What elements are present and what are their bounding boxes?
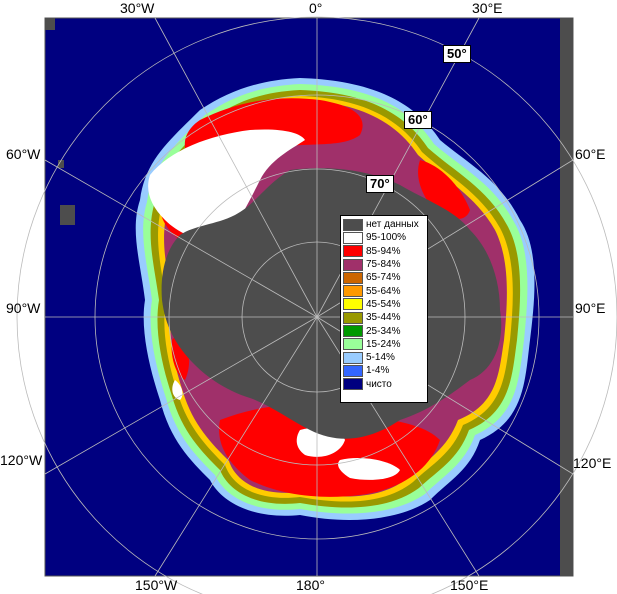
legend-label: чисто — [366, 378, 392, 390]
legend-swatch — [343, 311, 363, 324]
legend-item: 85-94% — [343, 245, 427, 258]
legend-label: 5-14% — [366, 352, 395, 364]
legend-label: 65-74% — [366, 272, 401, 284]
lat-label-70: 70° — [366, 175, 394, 193]
lon-label-top: 30°W — [120, 0, 155, 16]
legend-label: 45-54% — [366, 298, 401, 310]
lon-label-left: 60°W — [6, 146, 41, 162]
legend-item: 45-54% — [343, 298, 427, 311]
legend-item: 35-44% — [343, 311, 427, 324]
legend-label: 75-84% — [366, 259, 401, 271]
legend-swatch — [343, 351, 363, 364]
legend-item: чисто — [343, 378, 427, 391]
lon-label-right: 90°E — [575, 300, 606, 316]
lat-label-50: 50° — [443, 45, 471, 63]
lat-label-60: 60° — [404, 111, 432, 129]
lon-label-top: 30°E — [472, 0, 503, 16]
legend-swatch — [343, 258, 363, 271]
legend-item: 1-4% — [343, 364, 427, 377]
lon-label-bottom: 150°E — [450, 577, 489, 593]
lon-label-top: 0° — [309, 0, 323, 16]
legend-swatch — [343, 325, 363, 338]
lon-label-left: 90°W — [6, 300, 41, 316]
legend-swatch — [343, 245, 363, 258]
legend-item: 75-84% — [343, 258, 427, 271]
legend-item: нет данных — [343, 218, 427, 231]
legend-swatch — [343, 364, 363, 377]
legend-label: 25-34% — [366, 325, 401, 337]
legend-item: 5-14% — [343, 351, 427, 364]
legend-label: 55-64% — [366, 285, 401, 297]
legend-label: 95-100% — [366, 232, 407, 244]
legend-label: 85-94% — [366, 245, 401, 257]
no-data-island — [58, 160, 64, 168]
legend-label: 1-4% — [366, 365, 390, 377]
legend-swatch — [343, 271, 363, 284]
legend: нет данных 95-100% 85-94% 75-84% 65-74% 55-64… — [340, 215, 428, 403]
legend-item: 65-74% — [343, 271, 427, 284]
legend-item: 25-34% — [343, 324, 427, 338]
legend-item: 55-64% — [343, 284, 427, 298]
legend-item: 15-24% — [343, 338, 427, 351]
no-data-corner — [45, 18, 55, 30]
lon-label-left: 120°W — [0, 452, 43, 468]
legend-label: 35-44% — [366, 312, 401, 324]
no-data-island — [60, 205, 75, 225]
no-data-strip-right — [560, 18, 573, 576]
legend-swatch — [343, 378, 363, 391]
ice-full-concentration — [148, 129, 400, 480]
lon-label-bottom: 150°W — [135, 577, 178, 593]
lon-label-right: 120°E — [573, 455, 612, 471]
legend-label: 15-24% — [366, 338, 401, 350]
lon-label-right: 60°E — [575, 146, 606, 162]
legend-swatch — [343, 231, 363, 244]
legend-label: нет данных — [366, 219, 419, 231]
legend-swatch — [343, 338, 363, 351]
lon-label-bottom: 180° — [296, 577, 325, 593]
legend-swatch — [343, 218, 363, 231]
legend-item: 95-100% — [343, 231, 427, 244]
legend-swatch — [343, 285, 363, 298]
legend-swatch — [343, 298, 363, 311]
